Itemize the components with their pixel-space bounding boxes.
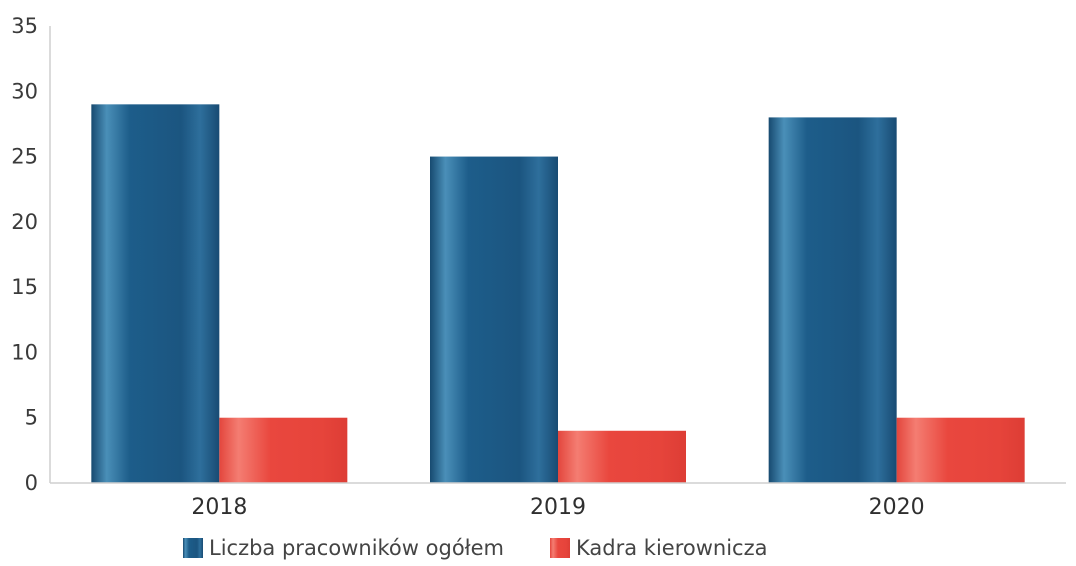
y-axis: 0 5 10 15 20 25 30 35: [11, 14, 51, 495]
y-tick-label: 25: [11, 145, 38, 169]
y-tick-label: 10: [11, 340, 38, 364]
legend-swatch-series-1: [550, 538, 570, 558]
y-tick-label: 5: [25, 406, 38, 430]
bar-2020-series-0: [768, 117, 897, 484]
x-tick-label: 2019: [530, 495, 586, 520]
legend-label-series-0: Liczba pracowników ogółem: [209, 536, 504, 560]
x-tick-label: 2020: [869, 495, 925, 520]
legend: Liczba pracowników ogółem Kadra kierownic…: [183, 536, 767, 560]
y-tick-label: 15: [11, 275, 38, 299]
y-tick-label: 20: [11, 210, 38, 234]
bar-2018-series-0: [91, 104, 220, 483]
bar-2020-series-1: [896, 417, 1025, 483]
x-axis: 2018 2019 2020: [50, 482, 1066, 520]
bar-2018-series-1: [219, 417, 348, 483]
bar-2019-series-0: [430, 156, 558, 484]
bars: [91, 104, 1025, 484]
y-tick-label: 0: [25, 471, 38, 495]
x-tick-label: 2018: [191, 495, 247, 520]
bar-2019-series-1: [558, 430, 686, 483]
legend-label-series-1: Kadra kierownicza: [576, 536, 767, 560]
y-tick-label: 30: [11, 79, 38, 103]
y-tick-label: 35: [11, 14, 38, 38]
legend-swatch-series-0: [183, 538, 203, 558]
